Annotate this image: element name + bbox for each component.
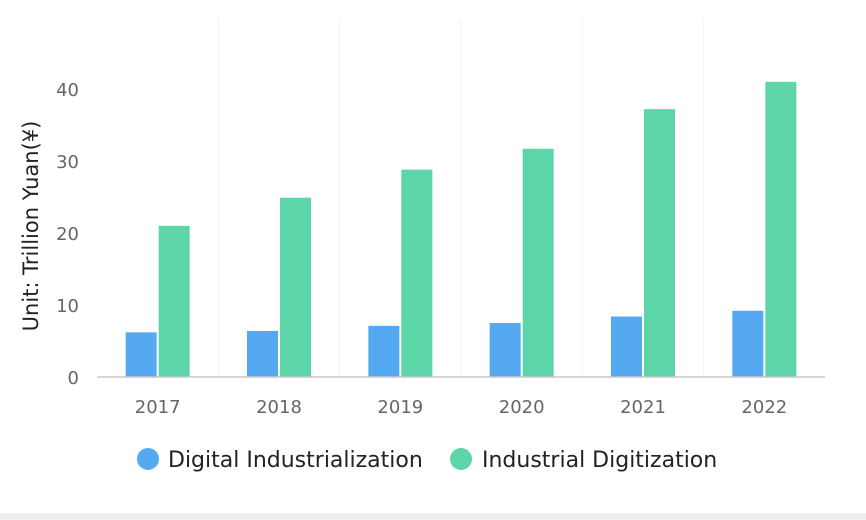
x-tick-label: 2018 [256, 397, 302, 418]
legend-marker-industrial-digitization [450, 448, 472, 470]
y-axis-label: Unit: Trillion Yuan(¥) [19, 121, 43, 332]
bar-industrial-digitization-2017 [158, 225, 190, 377]
bar-digital-industrialization-2018 [247, 330, 278, 377]
bar-digital-industrialization-2017 [125, 332, 157, 377]
legend-marker-digital-industrialization [137, 448, 159, 470]
bar-industrial-digitization-2019 [401, 169, 433, 377]
y-tick-label: 30 [56, 152, 79, 173]
bar-industrial-digitization-2018 [280, 197, 311, 377]
x-tick-label: 2021 [620, 397, 666, 418]
x-tick-label: 2022 [741, 397, 787, 418]
bar-industrial-digitization-2021 [644, 109, 675, 377]
bar-digital-industrialization-2021 [611, 316, 642, 377]
legend-label-digital-industrialization: Digital Industrialization [168, 448, 423, 473]
x-tick-label: 2017 [135, 397, 181, 418]
x-tick-label: 2020 [499, 397, 545, 418]
bar-industrial-digitization-2020 [522, 148, 554, 377]
legend-label-industrial-digitization: Industrial Digitization [482, 448, 717, 473]
grid-layer [217, 18, 705, 377]
bottom-divider [0, 513, 866, 520]
y-tick-label: 40 [56, 80, 79, 101]
bar-industrial-digitization-2022 [765, 81, 797, 378]
x-tick-label: 2019 [377, 397, 423, 418]
y-tick-label: 0 [68, 368, 79, 389]
x-axis: 2017 2018 2019 2020 2021 2022 [135, 397, 787, 418]
bar-digital-industrialization-2020 [489, 323, 521, 377]
y-tick-label: 10 [56, 296, 79, 317]
y-axis: 0 10 20 30 40 [56, 80, 79, 389]
bar-layer [125, 81, 797, 378]
bar-digital-industrialization-2019 [368, 325, 400, 377]
bar-digital-industrialization-2022 [732, 310, 764, 377]
legend: Digital Industrialization Industrial Dig… [137, 448, 717, 473]
y-tick-label: 20 [56, 224, 79, 245]
